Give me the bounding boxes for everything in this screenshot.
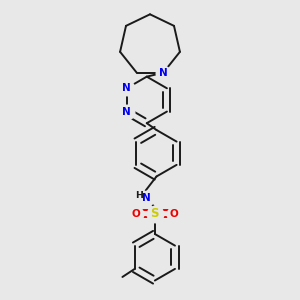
Text: S: S bbox=[151, 207, 159, 220]
Text: O: O bbox=[169, 208, 178, 219]
Text: N: N bbox=[142, 193, 151, 203]
Text: O: O bbox=[132, 208, 140, 219]
Text: N: N bbox=[122, 106, 131, 117]
Text: N: N bbox=[159, 68, 168, 78]
Text: N: N bbox=[122, 83, 131, 93]
Text: H: H bbox=[135, 191, 142, 200]
